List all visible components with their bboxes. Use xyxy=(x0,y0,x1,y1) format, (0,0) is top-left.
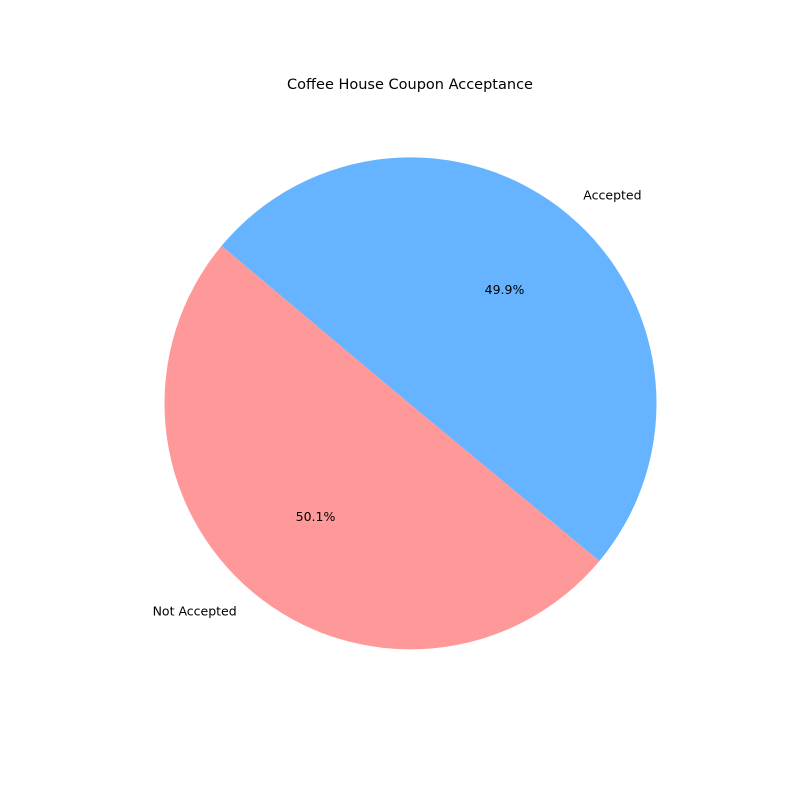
chart-title: Coffee House Coupon Acceptance xyxy=(287,77,533,93)
pie-slice-accepted xyxy=(221,157,657,561)
percent-label-accepted: 49.9% xyxy=(485,282,525,297)
pie-slice-not-accepted xyxy=(164,245,600,650)
slice-label-not-accepted: Not Accepted xyxy=(153,603,237,618)
percent-label-not-accepted: 50.1% xyxy=(296,509,336,524)
pie-slices xyxy=(164,157,657,650)
slice-label-accepted: Accepted xyxy=(583,188,641,203)
pie-labels: Not Accepted 50.1% Accepted 49.9% xyxy=(153,188,642,619)
